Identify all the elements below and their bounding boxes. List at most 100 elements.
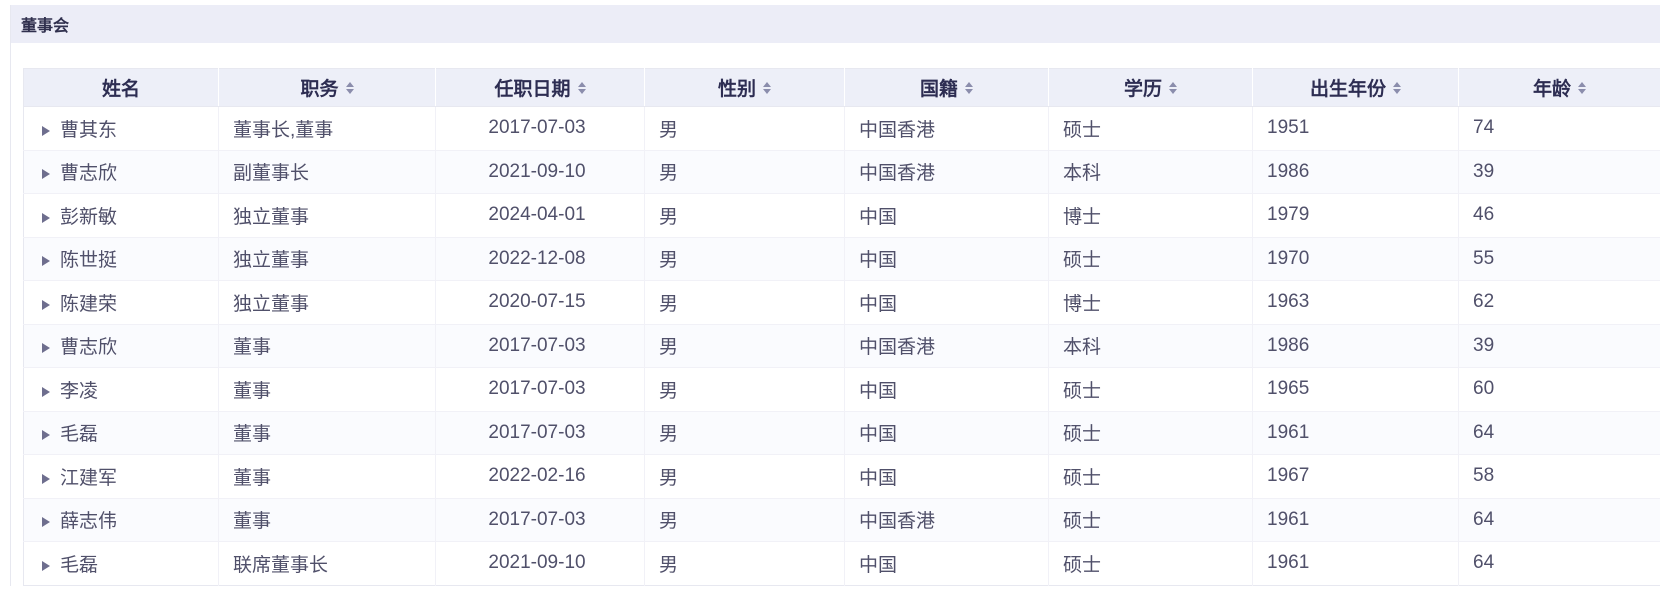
column-header-position[interactable]: 职务 <box>219 69 436 107</box>
cell-value: 2024-04-01 <box>488 204 585 225</box>
cell-value: 中国 <box>859 207 897 228</box>
cell-education: 本科 <box>1049 324 1253 368</box>
cell-birth_year: 1986 <box>1253 150 1459 194</box>
cell-value: 58 <box>1473 465 1494 486</box>
expand-row-icon[interactable] <box>42 213 50 223</box>
cell-age: 62 <box>1459 281 1660 325</box>
expand-row-icon[interactable] <box>42 169 50 179</box>
cell-nationality: 中国 <box>845 194 1049 238</box>
cell-value: 2017-07-03 <box>488 509 585 530</box>
cell-value: 男 <box>659 468 678 489</box>
column-header-education[interactable]: 学历 <box>1049 69 1253 107</box>
sort-carets-icon <box>763 82 771 94</box>
caret-up-icon <box>1578 82 1586 87</box>
cell-value: 1961 <box>1267 422 1309 443</box>
cell-value: 男 <box>659 511 678 532</box>
column-header-age[interactable]: 年龄 <box>1459 69 1660 107</box>
cell-position: 独立董事 <box>219 237 436 281</box>
sort-carets-icon <box>1169 82 1177 94</box>
cell-value: 李凌 <box>60 381 98 402</box>
cell-nationality: 中国 <box>845 368 1049 412</box>
column-header-start_date[interactable]: 任职日期 <box>436 69 645 107</box>
cell-value: 1961 <box>1267 509 1309 530</box>
expand-row-icon[interactable] <box>42 474 50 484</box>
cell-name: 陈建荣 <box>24 281 219 325</box>
cell-value: 男 <box>659 555 678 576</box>
cell-value: 董事长,董事 <box>233 120 333 141</box>
cell-value: 硕士 <box>1063 555 1101 576</box>
cell-position: 董事 <box>219 324 436 368</box>
cell-age: 39 <box>1459 150 1660 194</box>
cell-position: 副董事长 <box>219 150 436 194</box>
cell-gender: 男 <box>645 455 845 499</box>
cell-age: 64 <box>1459 542 1660 586</box>
cell-value: 董事 <box>233 424 271 445</box>
cell-value: 1961 <box>1267 552 1309 573</box>
cell-name: 薛志伟 <box>24 498 219 542</box>
expand-row-icon[interactable] <box>42 300 50 310</box>
cell-value: 曹志欣 <box>60 163 117 184</box>
column-header-nationality[interactable]: 国籍 <box>845 69 1049 107</box>
cell-start_date: 2017-07-03 <box>436 107 645 151</box>
cell-nationality: 中国 <box>845 455 1049 499</box>
cell-nationality: 中国 <box>845 281 1049 325</box>
cell-value: 中国 <box>859 250 897 271</box>
sort-carets-icon <box>1578 82 1586 94</box>
cell-position: 联席董事长 <box>219 542 436 586</box>
cell-age: 64 <box>1459 498 1660 542</box>
column-label: 国籍 <box>920 74 958 101</box>
cell-value: 2022-02-16 <box>488 465 585 486</box>
cell-start_date: 2017-07-03 <box>436 324 645 368</box>
expand-row-icon[interactable] <box>42 256 50 266</box>
expand-row-icon[interactable] <box>42 517 50 527</box>
cell-birth_year: 1979 <box>1253 194 1459 238</box>
cell-value: 本科 <box>1063 337 1101 358</box>
cell-gender: 男 <box>645 237 845 281</box>
cell-age: 58 <box>1459 455 1660 499</box>
cell-value: 硕士 <box>1063 250 1101 271</box>
cell-value: 曹志欣 <box>60 337 117 358</box>
cell-age: 39 <box>1459 324 1660 368</box>
cell-value: 2020-07-15 <box>488 291 585 312</box>
column-header-birth_year[interactable]: 出生年份 <box>1253 69 1459 107</box>
cell-value: 男 <box>659 424 678 445</box>
cell-birth_year: 1961 <box>1253 411 1459 455</box>
sort-carets-icon <box>578 82 586 94</box>
column-header-gender[interactable]: 性别 <box>645 69 845 107</box>
cell-education: 本科 <box>1049 150 1253 194</box>
cell-gender: 男 <box>645 324 845 368</box>
column-label: 职务 <box>300 74 338 101</box>
expand-row-icon[interactable] <box>42 387 50 397</box>
expand-row-icon[interactable] <box>42 126 50 136</box>
caret-up-icon <box>346 82 354 87</box>
cell-value: 2021-09-10 <box>488 161 585 182</box>
cell-value: 64 <box>1473 552 1494 573</box>
cell-position: 董事 <box>219 498 436 542</box>
cell-value: 男 <box>659 207 678 228</box>
cell-value: 副董事长 <box>233 163 309 184</box>
cell-education: 硕士 <box>1049 455 1253 499</box>
cell-gender: 男 <box>645 150 845 194</box>
cell-gender: 男 <box>645 194 845 238</box>
cell-value: 2017-07-03 <box>488 422 585 443</box>
column-label: 年龄 <box>1533 74 1571 101</box>
expand-row-icon[interactable] <box>42 343 50 353</box>
expand-row-icon[interactable] <box>42 430 50 440</box>
expand-row-icon[interactable] <box>42 561 50 571</box>
cell-name: 曹志欣 <box>24 150 219 194</box>
cell-nationality: 中国 <box>845 237 1049 281</box>
cell-birth_year: 1961 <box>1253 542 1459 586</box>
cell-start_date: 2022-02-16 <box>436 455 645 499</box>
cell-gender: 男 <box>645 411 845 455</box>
caret-up-icon <box>763 82 771 87</box>
cell-value: 薛志伟 <box>60 511 117 532</box>
cell-value: 39 <box>1473 335 1494 356</box>
cell-value: 男 <box>659 250 678 271</box>
cell-gender: 男 <box>645 107 845 151</box>
